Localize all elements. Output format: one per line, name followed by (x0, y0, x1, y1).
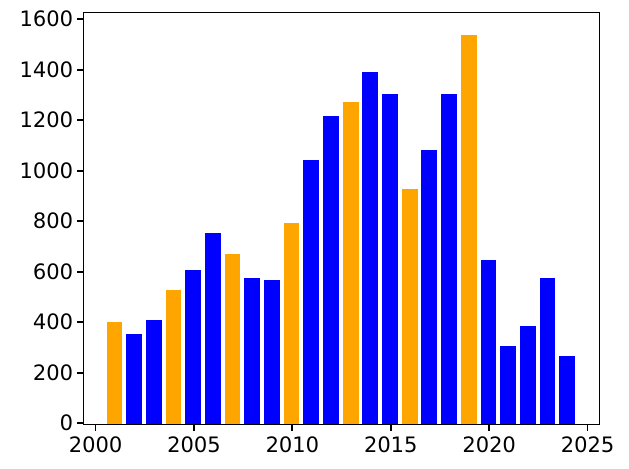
x-axis-tick (94, 425, 97, 431)
bar-2003 (145, 320, 162, 424)
bar-2012 (323, 115, 339, 424)
y-axis-tick-label: 0 (59, 411, 73, 436)
bar-2005 (185, 269, 202, 424)
bar-2013 (342, 102, 359, 424)
bar-2016 (401, 189, 418, 424)
x-axis-tick-label: 2000 (68, 433, 123, 457)
x-axis-tick (488, 425, 490, 431)
bar-2011 (303, 160, 320, 424)
bar-2004 (165, 290, 182, 424)
bar-2007 (224, 253, 241, 424)
x-axis-tick-label: 2015 (363, 433, 418, 457)
y-axis-tick-label: 400 (32, 310, 73, 335)
y-axis-tick (77, 321, 83, 324)
y-axis-tick (77, 18, 83, 21)
y-axis-tick (77, 220, 83, 223)
x-axis-tick (586, 425, 589, 431)
bar-2019 (460, 35, 477, 424)
bar-2001 (106, 321, 123, 424)
bar-2022 (519, 325, 536, 424)
y-axis-tick-label: 1000 (19, 158, 73, 183)
bar-2021 (500, 345, 516, 424)
y-axis-tick-label: 200 (32, 360, 73, 385)
y-axis-tick-label: 1400 (19, 57, 73, 82)
bar-2008 (244, 277, 261, 424)
y-axis-tick (77, 371, 83, 374)
x-axis-tick-label: 2010 (265, 433, 320, 457)
bar-2024 (559, 355, 575, 424)
bar-2015 (382, 94, 398, 424)
bar-2010 (283, 223, 300, 424)
y-axis-tick (77, 169, 83, 172)
y-axis-tick-label: 1200 (19, 108, 73, 133)
y-axis-tick-label: 800 (32, 209, 73, 234)
y-axis-tick-label: 600 (32, 259, 73, 284)
y-axis-tick (77, 119, 83, 122)
x-axis-tick-label: 2020 (462, 433, 516, 457)
bar-2009 (264, 280, 280, 424)
x-axis-tick (193, 425, 195, 431)
x-axis-tick (389, 425, 392, 431)
x-axis-tick-label: 2025 (560, 433, 615, 457)
x-axis-tick (291, 425, 294, 431)
y-axis-tick-label: 1600 (19, 7, 73, 32)
bar-2002 (126, 334, 143, 424)
bar-2017 (421, 150, 438, 424)
plot-area (83, 12, 600, 425)
bar-2018 (441, 94, 457, 424)
bar-2006 (205, 233, 221, 424)
y-axis-tick (77, 422, 83, 425)
bar-2020 (480, 259, 497, 424)
y-axis-tick (77, 270, 83, 273)
y-axis-tick (77, 68, 83, 71)
x-axis-tick-label: 2005 (167, 433, 221, 457)
bar-2023 (539, 277, 556, 424)
bar-2014 (362, 71, 379, 424)
